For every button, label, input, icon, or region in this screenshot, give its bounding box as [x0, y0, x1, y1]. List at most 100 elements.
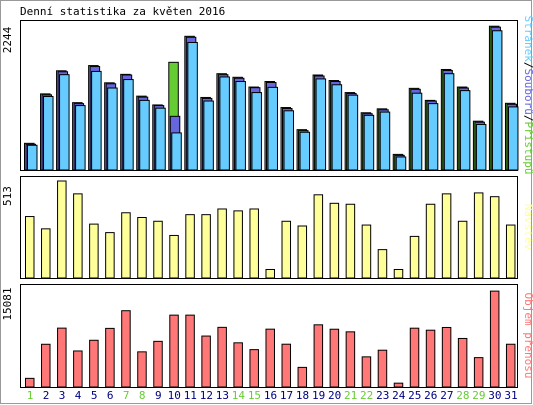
day-tick-label-27: 27: [440, 389, 453, 402]
bar-pages-day-20: [331, 84, 343, 171]
bar-visits-day-9: [153, 220, 163, 279]
day-tick-label-24: 24: [392, 389, 406, 402]
bar-visits-day-18: [297, 225, 308, 279]
day-tick-label-11: 11: [184, 389, 197, 402]
day-tick-label-3: 3: [59, 389, 66, 402]
bar-traffic-day-9: [153, 340, 163, 388]
bar-visits-day-27: [441, 193, 452, 279]
day-tick-label-12: 12: [200, 389, 213, 402]
bar-traffic-day-30: [489, 290, 500, 388]
day-tick-label-7: 7: [123, 389, 130, 402]
bar-traffic-day-18: [297, 366, 308, 388]
day-tick-label-14: 14: [232, 389, 246, 402]
bar-pages-day-17: [283, 110, 295, 171]
bar-pages-day-10: [171, 132, 182, 171]
bar-pages-day-2: [43, 95, 54, 171]
visits-panel: 513 Návštěv: [1, 176, 533, 279]
hits-panel-legend-item: Souborů: [522, 69, 533, 115]
bar-traffic-day-7: [121, 310, 131, 388]
day-tick-label-22: 22: [360, 389, 373, 402]
bar-visits-day-4: [73, 193, 83, 279]
bar-traffic-day-1: [25, 377, 35, 388]
bar-visits-day-13: [217, 208, 227, 279]
bar-visits-day-21: [345, 203, 356, 279]
day-tick-label-5: 5: [91, 389, 98, 402]
day-tick-label-4: 4: [75, 389, 82, 402]
day-tick-label-26: 26: [424, 389, 437, 402]
traffic-panel-legend-item: Objem přenosu: [522, 292, 533, 378]
bar-pages-day-4: [75, 105, 86, 171]
bar-pages-day-8: [139, 99, 150, 171]
bar-traffic-day-12: [201, 335, 211, 388]
bar-visits-day-25: [409, 235, 420, 279]
bar-visits-day-3: [57, 180, 67, 279]
hits-panel-legend-item: Přístupů: [522, 121, 533, 174]
bar-pages-day-12: [203, 100, 214, 171]
day-tick-label-10: 10: [168, 389, 181, 402]
day-tick-label-13: 13: [216, 389, 229, 402]
bar-visits-day-17: [281, 220, 292, 279]
bar-visits-day-19: [313, 194, 324, 279]
day-tick-label-2: 2: [43, 389, 50, 402]
bar-pages-day-5: [91, 70, 102, 171]
bar-pages-day-24: [395, 156, 407, 171]
bar-pages-day-11: [187, 41, 198, 171]
bar-traffic-day-17: [281, 343, 292, 388]
bar-traffic-day-28: [457, 337, 468, 388]
day-axis: 1 2 3 4 5 6 7 8 9 10 11 12 13 14 15 16 17 18 19 20 21 22 23 24 2…: [27, 389, 518, 402]
bar-traffic-day-25: [409, 327, 420, 388]
day-tick-label-28: 28: [456, 389, 469, 402]
bar-pages-day-23: [379, 111, 391, 171]
day-tick-label-25: 25: [408, 389, 421, 402]
bar-visits-day-16: [265, 268, 275, 279]
bar-visits-day-15: [249, 208, 259, 279]
day-tick-label-29: 29: [472, 389, 485, 402]
traffic-panel-legend: Objem přenosu: [522, 292, 533, 378]
day-tick-label-30: 30: [488, 389, 501, 402]
visits-panel-legend-item: Návštěv: [522, 204, 533, 251]
bar-visits-day-22: [361, 224, 372, 279]
chart-title: Denní statistika za květen 2016: [20, 5, 225, 18]
bar-pages-day-26: [427, 103, 439, 171]
bar-visits-day-23: [377, 249, 388, 279]
day-tick-label-17: 17: [280, 389, 293, 402]
bar-pages-day-29: [475, 123, 487, 171]
hits-panel-ymax-label: 2244: [1, 26, 14, 53]
hits-panel-legend-item: Stránek: [522, 16, 533, 63]
bar-pages-day-6: [107, 87, 118, 171]
bar-traffic-day-14: [233, 342, 243, 388]
bar-pages-day-1: [27, 144, 38, 171]
bar-pages-day-18: [299, 131, 311, 171]
bar-visits-day-26: [425, 203, 436, 279]
bar-traffic-day-6: [105, 327, 115, 388]
visits-panel-ymax-label: 513: [1, 186, 14, 206]
bar-pages-day-3: [59, 74, 70, 171]
bar-visits-day-6: [105, 232, 115, 279]
bar-pages-day-7: [123, 79, 134, 171]
bar-pages-day-27: [443, 73, 455, 171]
day-tick-label-15: 15: [248, 389, 261, 402]
bar-traffic-day-13: [217, 326, 227, 388]
bar-traffic-day-24: [393, 382, 404, 388]
bar-visits-day-28: [457, 220, 468, 279]
bar-pages-day-28: [459, 90, 471, 171]
bar-pages-day-30: [491, 30, 503, 171]
bar-traffic-day-2: [41, 343, 51, 388]
bar-visits-day-1: [25, 216, 35, 279]
traffic-panel-ymax-label: 15081: [1, 287, 14, 320]
hits-panel-legend: Stránek/Souborů/Přístupů: [522, 16, 533, 175]
bar-visits-day-31: [505, 224, 516, 279]
bar-traffic-day-16: [265, 328, 275, 388]
day-tick-label-18: 18: [296, 389, 309, 402]
bar-visits-day-29: [473, 192, 484, 279]
day-tick-label-23: 23: [376, 389, 389, 402]
bar-visits-day-14: [233, 210, 243, 279]
bar-visits-day-20: [329, 202, 340, 279]
bar-traffic-day-20: [329, 328, 340, 388]
bar-traffic-day-15: [249, 349, 259, 388]
bar-traffic-day-5: [89, 339, 99, 388]
bar-visits-day-12: [201, 214, 211, 279]
bar-traffic-day-19: [313, 324, 324, 388]
bar-traffic-day-3: [57, 327, 67, 388]
